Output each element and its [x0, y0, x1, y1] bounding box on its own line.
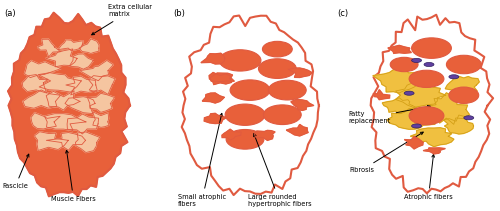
- Polygon shape: [46, 133, 86, 150]
- Text: Extra cellular
matrix: Extra cellular matrix: [92, 4, 152, 35]
- Circle shape: [412, 124, 422, 128]
- Polygon shape: [222, 129, 241, 140]
- Circle shape: [404, 91, 414, 95]
- Text: Large rounded
hypertrophic fibers: Large rounded hypertrophic fibers: [248, 134, 311, 207]
- Polygon shape: [373, 90, 390, 100]
- Polygon shape: [410, 128, 454, 147]
- Polygon shape: [88, 93, 115, 112]
- Ellipse shape: [390, 57, 418, 72]
- Circle shape: [449, 75, 459, 79]
- Polygon shape: [201, 53, 225, 64]
- Circle shape: [424, 62, 434, 66]
- Polygon shape: [444, 115, 474, 134]
- Polygon shape: [22, 74, 48, 93]
- Polygon shape: [209, 73, 232, 84]
- Text: Muscle Fibers: Muscle Fibers: [51, 150, 96, 202]
- Polygon shape: [46, 91, 80, 110]
- Polygon shape: [182, 16, 319, 195]
- Polygon shape: [38, 73, 81, 92]
- Polygon shape: [34, 132, 68, 150]
- Ellipse shape: [268, 80, 306, 100]
- Text: (a): (a): [4, 9, 16, 18]
- Polygon shape: [388, 45, 411, 53]
- Polygon shape: [38, 39, 60, 57]
- Circle shape: [464, 116, 474, 120]
- Polygon shape: [404, 137, 423, 149]
- Polygon shape: [58, 40, 83, 50]
- Polygon shape: [373, 69, 418, 93]
- Ellipse shape: [412, 38, 452, 58]
- Polygon shape: [80, 60, 114, 81]
- Ellipse shape: [258, 59, 296, 78]
- Polygon shape: [288, 68, 312, 77]
- Ellipse shape: [449, 87, 478, 103]
- Polygon shape: [88, 76, 115, 94]
- Text: Fibrosis: Fibrosis: [350, 132, 423, 173]
- Ellipse shape: [409, 70, 444, 88]
- Ellipse shape: [219, 50, 261, 71]
- Text: Fascicle: Fascicle: [2, 154, 29, 189]
- Circle shape: [412, 58, 422, 62]
- Polygon shape: [23, 90, 60, 108]
- Polygon shape: [210, 73, 234, 81]
- Polygon shape: [65, 97, 95, 114]
- Polygon shape: [428, 93, 470, 124]
- Polygon shape: [46, 49, 77, 67]
- Polygon shape: [66, 76, 97, 95]
- Polygon shape: [69, 54, 94, 69]
- Polygon shape: [396, 83, 446, 108]
- Polygon shape: [8, 13, 130, 196]
- Text: Atrophic fibers: Atrophic fibers: [404, 154, 453, 200]
- Polygon shape: [286, 124, 308, 136]
- Text: (b): (b): [173, 9, 185, 18]
- Text: (c): (c): [337, 9, 348, 18]
- Ellipse shape: [262, 41, 292, 57]
- Ellipse shape: [409, 107, 444, 125]
- Polygon shape: [370, 15, 493, 193]
- Polygon shape: [204, 113, 226, 124]
- Polygon shape: [44, 114, 86, 131]
- Polygon shape: [92, 112, 109, 127]
- Ellipse shape: [226, 130, 264, 149]
- Ellipse shape: [446, 55, 481, 74]
- Polygon shape: [423, 148, 446, 154]
- Polygon shape: [202, 93, 224, 103]
- Polygon shape: [76, 132, 100, 153]
- Ellipse shape: [225, 104, 265, 125]
- Polygon shape: [387, 108, 435, 129]
- Polygon shape: [382, 98, 418, 114]
- Polygon shape: [24, 61, 61, 78]
- Polygon shape: [79, 39, 99, 53]
- Ellipse shape: [230, 80, 270, 100]
- Polygon shape: [446, 76, 480, 95]
- Polygon shape: [254, 130, 275, 140]
- Polygon shape: [67, 114, 98, 134]
- Ellipse shape: [264, 105, 301, 124]
- Text: Fatty
replacement: Fatty replacement: [348, 106, 430, 124]
- Text: Small atrophic
fibers: Small atrophic fibers: [178, 113, 226, 207]
- Polygon shape: [31, 113, 60, 129]
- Polygon shape: [291, 99, 314, 110]
